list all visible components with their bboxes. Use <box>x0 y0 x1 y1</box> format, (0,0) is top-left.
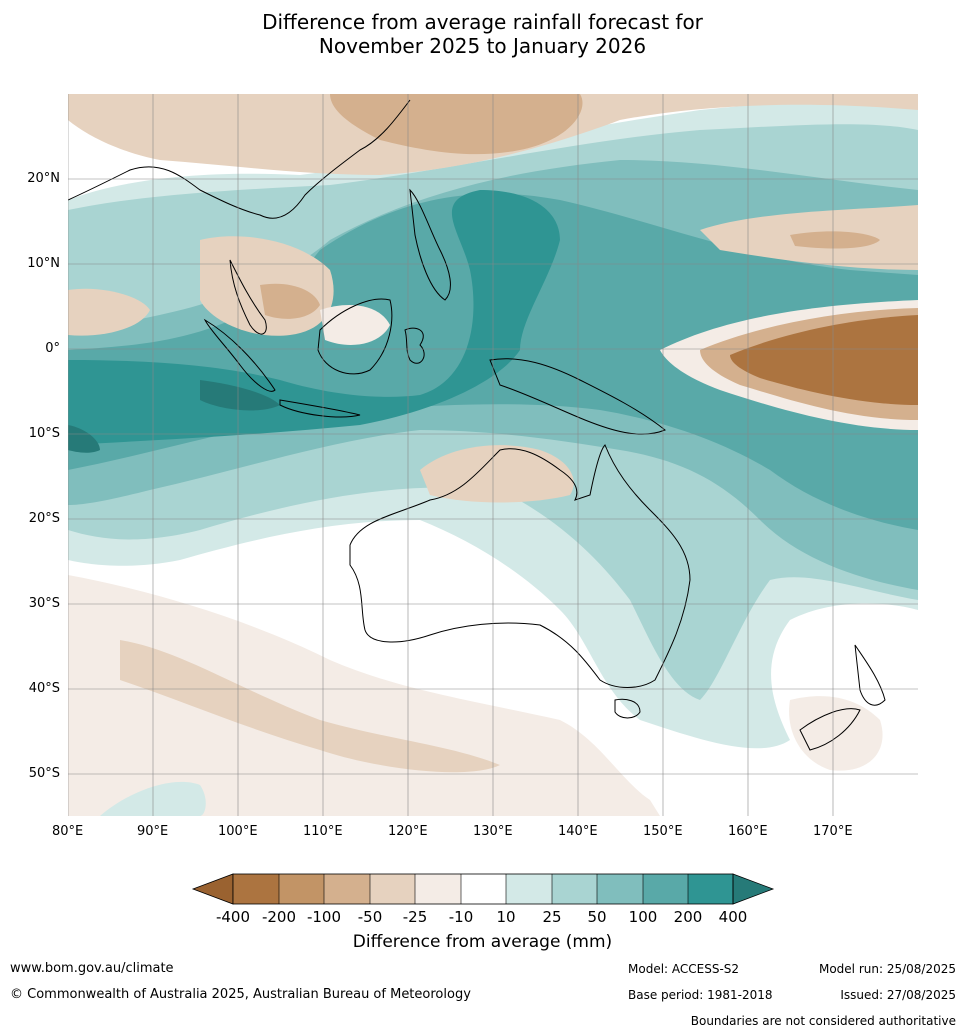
colorbar-low-extend <box>191 873 234 905</box>
colorbar-swatch-9 <box>597 874 643 904</box>
anomaly-region-tropics-wet-200 <box>68 190 560 445</box>
anomaly-region-indochina-dry-2 <box>260 283 320 319</box>
new-zealand-coastline <box>799 644 886 751</box>
disclaimer-text: Boundaries are not considered authoritat… <box>690 1014 956 1028</box>
colorbar-tick-label: -10 <box>449 908 474 926</box>
australia-coastline <box>349 444 691 688</box>
anomaly-region-pacific-nw-dry-2 <box>790 231 880 249</box>
lon-tick-label: 100°E <box>218 824 258 839</box>
anomaly-region-southern-ocean-dry <box>68 575 660 816</box>
chart-title: Difference from average rainfall forecas… <box>0 10 965 58</box>
website-link[interactable]: www.bom.gov.au/climate <box>10 961 174 976</box>
sulawesi-coastline <box>404 327 425 364</box>
anomaly-region-nz-dry <box>789 696 883 771</box>
anomaly-region-indian-ocean-wet-400 <box>68 380 280 453</box>
lon-tick-label: 140°E <box>558 824 598 839</box>
lon-tick-label: 150°E <box>643 824 683 839</box>
lat-tick-label: 50°S <box>28 766 60 781</box>
lon-tick-label: 130°E <box>473 824 513 839</box>
colorbar-tick-label: -400 <box>216 908 250 926</box>
lat-tick-label: 10°N <box>27 256 60 271</box>
colorbar-swatch-2 <box>279 874 324 904</box>
lat-tick-label: 30°S <box>28 596 60 611</box>
new-guinea-coastline <box>489 358 666 435</box>
model-run-text: Model run: 25/08/2025 <box>818 962 956 976</box>
gridlines <box>68 94 918 816</box>
borneo-coastline <box>317 298 393 375</box>
colorbar-tick-label: -100 <box>307 908 341 926</box>
title-line-1: Difference from average rainfall forecas… <box>262 10 703 34</box>
colorbar-swatch-1 <box>233 874 279 904</box>
map-area <box>68 94 918 816</box>
malay-peninsula-coastline <box>229 259 267 335</box>
java-coastline <box>279 399 361 418</box>
colorbar-tick-label: 100 <box>629 908 658 926</box>
lon-tick-label: 120°E <box>388 824 428 839</box>
title-line-2: November 2025 to January 2026 <box>318 34 647 58</box>
lat-tick-label: 40°S <box>28 681 60 696</box>
anomaly-region-pacific-dry-200 <box>730 315 918 405</box>
sumatra-coastline <box>203 318 276 392</box>
lat-tick-label: 0° <box>45 341 60 356</box>
colorbar-swatch-10 <box>643 874 688 904</box>
tasmania-coastline <box>614 698 641 719</box>
colorbar-swatch-3 <box>324 874 370 904</box>
lon-tick-label: 80°E <box>52 824 84 839</box>
anomaly-region-indian-dry <box>68 288 150 336</box>
colorbar-tick-label: -200 <box>262 908 296 926</box>
lon-tick-label: 170°E <box>813 824 853 839</box>
colorbar: -400 -200 -100 -50 -25 -10 10 25 50 100 … <box>191 873 775 926</box>
lat-tick-label: 20°S <box>28 511 60 526</box>
colorbar-title: Difference from average (mm) <box>352 932 613 952</box>
colorbar-high-extend <box>732 873 775 905</box>
mainland-asia-coastline <box>68 99 411 219</box>
issued-text: Issued: 27/08/2025 <box>840 988 956 1002</box>
colorbar-tick-label: 25 <box>542 908 561 926</box>
colorbar-tick-labels: -400 -200 -100 -50 -25 -10 10 25 50 100 … <box>216 908 747 926</box>
colorbar-swatch-5 <box>415 874 461 904</box>
coastlines <box>68 99 886 751</box>
colorbar-dividers <box>278 874 689 904</box>
colorbar-tick-label: 50 <box>587 908 606 926</box>
colorbar-tick-label: -50 <box>358 908 383 926</box>
colorbar-swatch-4 <box>370 874 415 904</box>
lat-tick-label: 10°S <box>28 426 60 441</box>
lon-tick-label: 90°E <box>137 824 169 839</box>
colorbar-tick-label: 400 <box>719 908 748 926</box>
base-period-text: Base period: 1981-2018 <box>628 988 773 1002</box>
lat-tick-label: 20°N <box>27 171 60 186</box>
colorbar-swatch-8 <box>552 874 597 904</box>
copyright-text: © Commonwealth of Australia 2025, Austra… <box>10 987 471 1002</box>
colorbar-swatch-6 <box>461 874 506 904</box>
colorbar-tick-label: -25 <box>403 908 428 926</box>
anomaly-region-southern-ocean-dry-2 <box>120 640 500 773</box>
philippines-coastline <box>409 188 451 301</box>
lon-tick-label: 110°E <box>303 824 343 839</box>
colorbar-tick-label: 10 <box>496 908 515 926</box>
colorbar-swatch-11 <box>688 874 733 904</box>
model-text: Model: ACCESS-S2 <box>628 962 740 976</box>
colorbar-tick-label: 200 <box>674 908 703 926</box>
anomaly-region-china-dry-2 <box>330 94 583 155</box>
colorbar-outline <box>232 873 734 905</box>
lon-tick-label: 160°E <box>728 824 768 839</box>
colorbar-swatch-7 <box>506 874 552 904</box>
